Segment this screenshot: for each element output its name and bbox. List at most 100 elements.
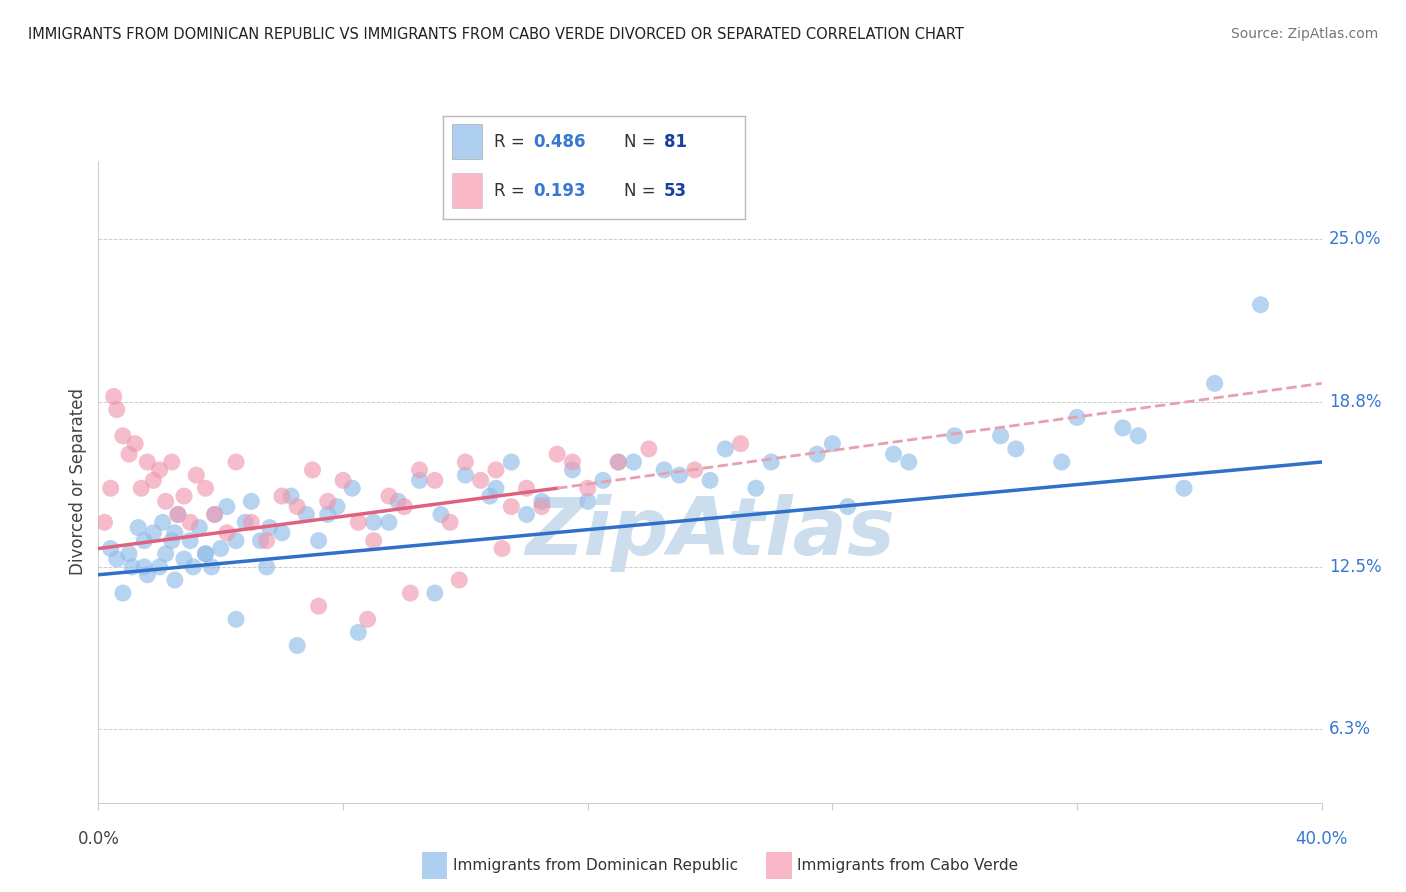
Point xyxy=(607,455,630,469)
Text: N =: N = xyxy=(624,182,661,200)
Y-axis label: Divorced or Separated: Divorced or Separated xyxy=(69,388,87,575)
Point xyxy=(136,567,159,582)
Point xyxy=(1004,442,1026,456)
Point xyxy=(233,516,256,530)
Point xyxy=(730,436,752,450)
Point xyxy=(285,639,308,653)
Point xyxy=(129,481,152,495)
Point xyxy=(160,455,183,469)
Point xyxy=(439,516,461,530)
Point xyxy=(295,508,318,522)
Point xyxy=(100,481,122,495)
Point xyxy=(215,525,238,540)
Text: 18.8%: 18.8% xyxy=(1329,392,1381,410)
Text: 0.0%: 0.0% xyxy=(77,830,120,847)
Point xyxy=(134,560,156,574)
Point xyxy=(240,494,263,508)
Text: R =: R = xyxy=(495,133,530,151)
Point xyxy=(399,586,422,600)
Point xyxy=(423,474,446,488)
Point xyxy=(121,560,143,574)
Point xyxy=(454,468,477,483)
Text: Immigrants from Cabo Verde: Immigrants from Cabo Verde xyxy=(797,858,1018,872)
Point xyxy=(316,508,339,522)
Point xyxy=(167,508,190,522)
Point xyxy=(152,516,174,530)
Point xyxy=(546,447,568,461)
Point xyxy=(308,533,330,548)
Point xyxy=(561,455,583,469)
Point xyxy=(652,463,675,477)
Text: 0.486: 0.486 xyxy=(534,133,586,151)
Point xyxy=(326,500,349,514)
Point xyxy=(134,533,156,548)
Point xyxy=(378,489,401,503)
Text: 25.0%: 25.0% xyxy=(1329,230,1381,248)
Point xyxy=(111,429,134,443)
Point xyxy=(897,455,920,469)
Bar xyxy=(451,173,482,208)
Point xyxy=(501,500,523,514)
Point xyxy=(342,481,364,495)
Point xyxy=(990,429,1012,443)
Point xyxy=(118,547,141,561)
Point xyxy=(149,463,172,477)
Point xyxy=(200,560,222,574)
Point xyxy=(392,500,416,514)
Point xyxy=(592,474,614,488)
Point xyxy=(285,500,308,514)
Point xyxy=(423,586,446,600)
Point xyxy=(301,463,323,477)
Point xyxy=(225,455,247,469)
Point xyxy=(256,533,278,548)
Point xyxy=(100,541,122,556)
Point xyxy=(449,573,471,587)
Point xyxy=(356,612,378,626)
Point xyxy=(270,489,294,503)
Point xyxy=(576,494,599,508)
Point xyxy=(485,463,508,477)
Point xyxy=(163,573,186,587)
Point xyxy=(408,474,430,488)
Point xyxy=(155,494,177,508)
Point xyxy=(186,468,208,483)
Point xyxy=(745,481,768,495)
Point xyxy=(1066,410,1088,425)
Point xyxy=(561,463,583,477)
Text: 6.3%: 6.3% xyxy=(1329,721,1371,739)
Point xyxy=(160,533,183,548)
Point xyxy=(103,389,125,403)
Point xyxy=(105,402,128,417)
Text: Source: ZipAtlas.com: Source: ZipAtlas.com xyxy=(1230,27,1378,41)
Text: 81: 81 xyxy=(664,133,686,151)
Point xyxy=(699,474,721,488)
Point xyxy=(256,560,278,574)
Point xyxy=(806,447,828,461)
Point xyxy=(378,516,401,530)
Point xyxy=(136,455,159,469)
Point xyxy=(1128,429,1150,443)
Point xyxy=(478,489,501,503)
Point xyxy=(194,547,217,561)
Point xyxy=(155,547,177,561)
Point xyxy=(142,474,165,488)
Text: 40.0%: 40.0% xyxy=(1295,830,1348,847)
Point xyxy=(194,481,217,495)
Point xyxy=(1050,455,1073,469)
Point xyxy=(204,508,226,522)
Point xyxy=(308,599,330,614)
Point xyxy=(124,436,146,450)
Text: IMMIGRANTS FROM DOMINICAN REPUBLIC VS IMMIGRANTS FROM CABO VERDE DIVORCED OR SEP: IMMIGRANTS FROM DOMINICAN REPUBLIC VS IM… xyxy=(28,27,965,42)
Point xyxy=(225,612,247,626)
Point xyxy=(501,455,523,469)
Point xyxy=(163,525,186,540)
Point xyxy=(204,508,226,522)
Point xyxy=(194,547,217,561)
Point xyxy=(240,516,263,530)
Point xyxy=(363,516,385,530)
Text: 53: 53 xyxy=(664,182,686,200)
Point xyxy=(516,508,538,522)
Point xyxy=(111,586,134,600)
Point xyxy=(225,533,247,548)
Point xyxy=(387,494,409,508)
